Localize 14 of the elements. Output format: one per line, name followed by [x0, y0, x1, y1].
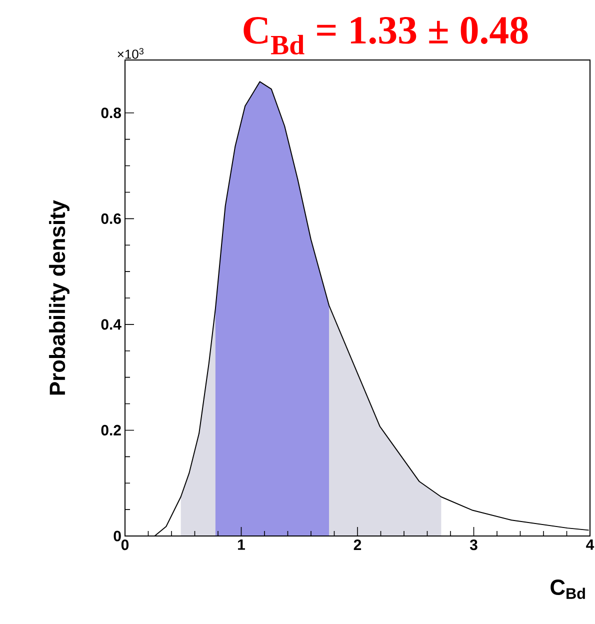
- x-tick-label: 4: [586, 540, 594, 550]
- y-tick-label: 0.8: [101, 108, 122, 118]
- y-axis-title: Probability density: [49, 200, 70, 395]
- y-tick-label: 0: [114, 530, 121, 542]
- y-tick-label: 0.6: [101, 213, 121, 224]
- text: ×10$^{3}$: [118, 48, 144, 59]
- chart-title: C$_{Bd}$ = 1.33 ± 0.48: [244, 16, 528, 54]
- x-tick-label: 3: [470, 540, 478, 550]
- y-tick-label: 0.2: [101, 424, 121, 436]
- x-axis-title: C$_{Bd}$: [550, 580, 585, 599]
- x-tick-label: 1: [238, 540, 245, 550]
- x-tick-label: 0: [121, 540, 129, 550]
- y-tick-label: 0.4: [101, 319, 122, 330]
- x-tick-label: 2: [354, 540, 362, 550]
